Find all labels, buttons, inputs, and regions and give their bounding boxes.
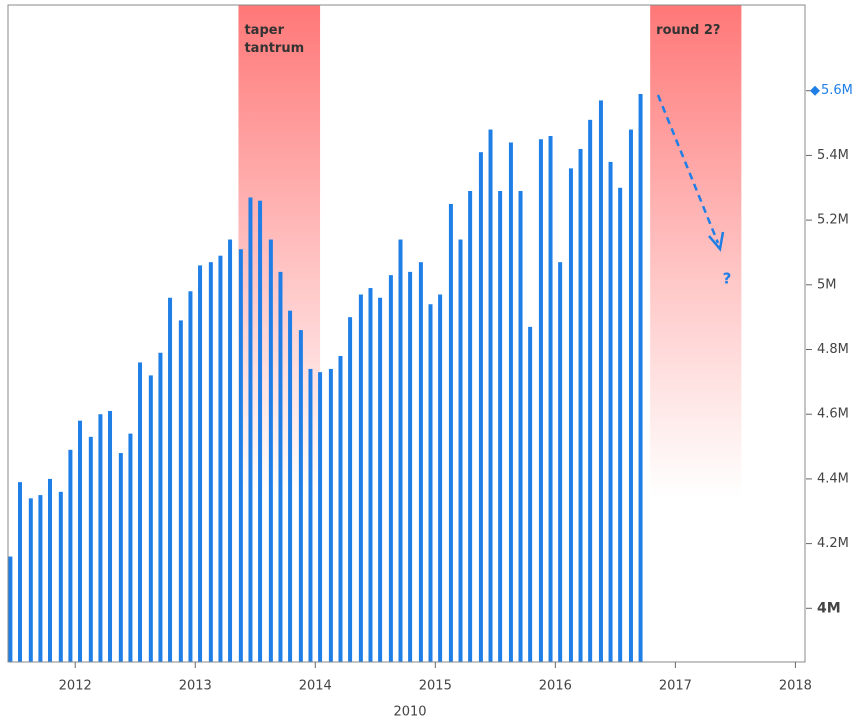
bar (418, 262, 423, 662)
bar (158, 352, 163, 662)
x-tick-label: 2016 (539, 679, 572, 694)
x-tick-label: 2015 (419, 679, 452, 694)
bar (38, 495, 43, 662)
bar (358, 294, 363, 662)
bar (228, 239, 233, 662)
bar (638, 93, 643, 663)
x-tick-label: 2018 (779, 679, 812, 694)
bar (218, 255, 223, 662)
bar (598, 100, 603, 663)
bar (288, 310, 293, 662)
bar (198, 265, 203, 662)
bar (148, 375, 153, 662)
annotation: taper tantrum (244, 23, 304, 56)
bar (318, 372, 323, 662)
y-tick-label: 4.2M (817, 536, 849, 551)
annotation: round 2? (656, 23, 720, 38)
bar (388, 275, 393, 662)
y-tick-label: 4.6M (817, 407, 849, 422)
bar (518, 191, 523, 662)
bar (378, 297, 383, 662)
bar (268, 239, 273, 662)
bar (578, 148, 583, 663)
bar (438, 294, 443, 662)
bar (278, 271, 283, 662)
bar (538, 139, 543, 662)
x-axis-label: 2010 (393, 705, 426, 720)
bar (498, 191, 503, 662)
bar (368, 288, 373, 662)
x-tick-label: 2012 (59, 679, 92, 694)
bar (18, 482, 23, 662)
bar (78, 420, 83, 662)
bar (48, 478, 53, 662)
bar (628, 129, 633, 662)
bar (88, 436, 93, 662)
question-mark: ? (723, 270, 732, 288)
y-tick-label: 5.6M (821, 83, 853, 98)
y-tick-label: 5.2M (817, 213, 849, 228)
x-tick-label: 2014 (299, 679, 332, 694)
bar (68, 449, 73, 662)
bar (348, 317, 353, 662)
bar (178, 320, 183, 662)
arrow-head (708, 231, 725, 252)
bar (8, 556, 13, 662)
bar (98, 414, 103, 662)
bar (398, 239, 403, 662)
y-tick-label: 5M (817, 277, 837, 292)
bar (338, 355, 343, 662)
bar (508, 142, 513, 662)
bar (108, 410, 113, 662)
bar (258, 200, 263, 662)
bar (138, 362, 143, 662)
y-tick-label: 4M (817, 600, 841, 616)
bar (128, 433, 133, 662)
bar (548, 136, 553, 662)
bar (618, 187, 623, 662)
bar (118, 453, 123, 662)
bar (408, 271, 413, 662)
bar (188, 291, 193, 662)
plot-frame (7, 4, 806, 663)
bar (238, 249, 243, 662)
y-tick-label: 4.4M (817, 471, 849, 486)
arrow-line (656, 94, 720, 244)
bar (458, 239, 463, 662)
last-value-marker (810, 85, 820, 96)
bar (478, 152, 483, 663)
bar (488, 129, 493, 662)
bar (558, 262, 563, 662)
bar (528, 326, 533, 662)
bar (168, 297, 173, 662)
bar (608, 161, 613, 663)
x-tick-label: 2017 (659, 679, 692, 694)
bar (28, 498, 33, 662)
shaded-period (650, 5, 742, 662)
bar (568, 168, 573, 662)
bar (298, 330, 303, 662)
y-tick-label: 5.4M (817, 148, 849, 163)
x-tick-label: 2013 (179, 679, 212, 694)
bar (208, 262, 213, 662)
bar (308, 368, 313, 662)
bar (248, 197, 253, 662)
bar (448, 203, 453, 663)
bar (328, 368, 333, 662)
bar (588, 119, 593, 662)
y-tick-label: 4.8M (817, 342, 849, 357)
bar (58, 491, 63, 662)
bar (468, 191, 473, 662)
bar (428, 304, 433, 662)
